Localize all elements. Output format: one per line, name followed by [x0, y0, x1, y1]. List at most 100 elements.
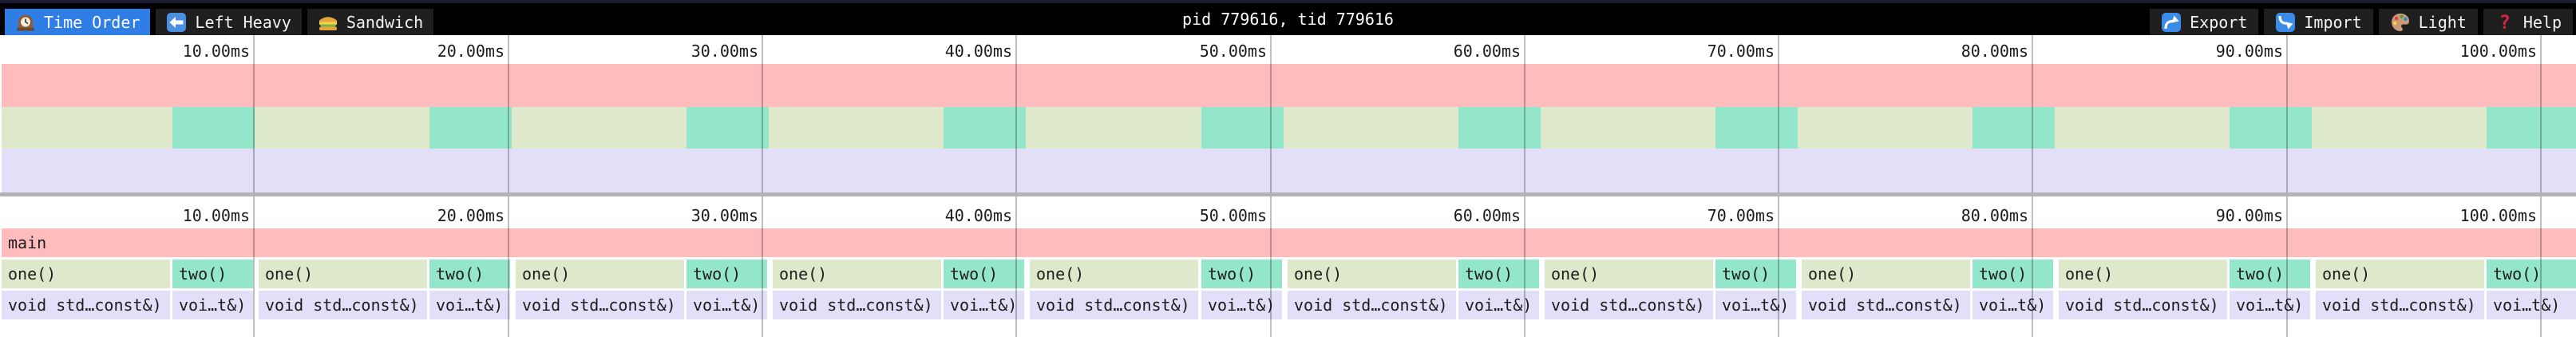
time-tick-label: 10.00ms	[182, 42, 250, 61]
gridline	[1524, 196, 1525, 337]
frame-two[interactable]: two()	[429, 260, 510, 288]
frame-voidone[interactable]: void std…const&)	[1802, 291, 1970, 319]
frame-two[interactable]: two()	[1201, 260, 1282, 288]
frame-voidtwo[interactable]: voi…t&)	[172, 291, 253, 319]
frame-one[interactable]: one()	[1288, 260, 1456, 288]
minimap[interactable]: 10.00ms 20.00ms 30.00ms 40.00ms 50.00ms 60.00…	[0, 35, 2576, 192]
frame-voidtwo[interactable]: voi…t&)	[2230, 291, 2310, 319]
frame-one[interactable]: one()	[259, 260, 427, 288]
frame-voidtwo[interactable]: voi…t&)	[1973, 291, 2053, 319]
gridline	[1778, 196, 1779, 337]
minimap-two-block	[687, 107, 769, 149]
frame-one[interactable]: one()	[1802, 260, 1970, 288]
tab-label: Sandwich	[346, 12, 424, 32]
minimap-two-block	[2230, 107, 2312, 149]
minimap-row-main	[2, 64, 2576, 107]
time-tick-label: 10.00ms	[182, 206, 250, 225]
frame-two[interactable]: two()	[172, 260, 253, 288]
frame-voidone[interactable]: void std…const&)	[2316, 291, 2484, 319]
button-label: Light	[2418, 12, 2467, 32]
minimap-row-one-two	[2, 107, 2576, 149]
time-tick-label: 80.00ms	[1961, 206, 2028, 225]
frame-two[interactable]: two()	[687, 260, 767, 288]
frame-two[interactable]: two()	[1458, 260, 1539, 288]
sandwich-icon	[318, 12, 338, 33]
flamechart-row-main: main	[0, 228, 2576, 257]
time-tick-label: 30.00ms	[690, 42, 758, 61]
time-tick-label: 90.00ms	[2215, 42, 2283, 61]
minimap-row-void	[2, 149, 2576, 192]
minimap-two-block	[2487, 107, 2576, 149]
frame-two[interactable]: two()	[944, 260, 1024, 288]
clock-icon	[15, 12, 36, 33]
frame-voidtwo[interactable]: voi…t&)	[1715, 291, 1796, 319]
frame-one[interactable]: one()	[1545, 260, 1713, 288]
frame-two[interactable]: two()	[2487, 260, 2576, 288]
time-tick-label: 20.00ms	[437, 42, 505, 61]
frame-one[interactable]: one()	[773, 260, 941, 288]
frame-one[interactable]: one()	[1030, 260, 1198, 288]
frame-voidone[interactable]: void std…const&)	[1288, 291, 1456, 319]
left-arrow-icon	[166, 12, 187, 33]
frame-voidone[interactable]: void std…const&)	[773, 291, 941, 319]
export-arrow-icon	[2161, 12, 2182, 33]
time-tick-label: 70.00ms	[1707, 206, 1775, 225]
frame-voidone[interactable]: void std…const&)	[1545, 291, 1713, 319]
tab-label: Time Order	[44, 12, 140, 32]
gridline	[1015, 35, 1017, 192]
frame-one[interactable]: one()	[2059, 260, 2227, 288]
gridline	[253, 196, 255, 337]
gridline	[2032, 196, 2033, 337]
tab-label: Left Heavy	[195, 12, 291, 32]
frame-voidtwo[interactable]: voi…t&)	[1201, 291, 1282, 319]
minimap-two-block	[1715, 107, 1798, 149]
time-tick-label: 40.00ms	[944, 42, 1012, 61]
flamechart-row-one-two: one() two() one() two() one() two() one() two()…	[0, 260, 2576, 288]
export-button[interactable]: Export	[2150, 9, 2259, 35]
frame-two[interactable]: two()	[1715, 260, 1796, 288]
frame-voidtwo[interactable]: voi…t&)	[2487, 291, 2576, 319]
minimap-two-block	[1201, 107, 1284, 149]
frame-two[interactable]: two()	[2230, 260, 2310, 288]
time-tick-label: 60.00ms	[1453, 206, 1521, 225]
help-button[interactable]: ? Help	[2483, 9, 2573, 35]
gridline	[508, 35, 509, 192]
tab-left-heavy[interactable]: Left Heavy	[156, 9, 302, 35]
frame-one[interactable]: one()	[2, 260, 170, 288]
frame-main[interactable]: main	[2, 228, 2576, 257]
frame-two[interactable]: two()	[1973, 260, 2053, 288]
button-label: Help	[2523, 12, 2562, 32]
frame-one[interactable]: one()	[516, 260, 684, 288]
gridline	[762, 196, 763, 337]
gridline	[2286, 35, 2288, 192]
time-tick-label: 80.00ms	[1961, 42, 2028, 61]
import-button[interactable]: Import	[2264, 9, 2373, 35]
frame-voidtwo[interactable]: voi…t&)	[687, 291, 767, 319]
tab-sandwich[interactable]: Sandwich	[307, 9, 434, 35]
frame-voidtwo[interactable]: voi…t&)	[429, 291, 510, 319]
time-tick-label: 50.00ms	[1199, 42, 1267, 61]
time-tick-label: 100.00ms	[2459, 206, 2537, 225]
frame-voidone[interactable]: void std…const&)	[2, 291, 170, 319]
gridline	[1524, 35, 1525, 192]
frame-voidone[interactable]: void std…const&)	[1030, 291, 1198, 319]
time-tick-label: 90.00ms	[2215, 206, 2283, 225]
frame-one[interactable]: one()	[2316, 260, 2484, 288]
frame-voidone[interactable]: void std…const&)	[259, 291, 427, 319]
flamechart[interactable]: main one() two() one() two() one() two() one()…	[0, 196, 2576, 337]
time-tick-label: 70.00ms	[1707, 42, 1775, 61]
light-button[interactable]: Light	[2378, 9, 2478, 35]
gridline	[762, 35, 763, 192]
frame-voidone[interactable]: void std…const&)	[2059, 291, 2227, 319]
gridline	[2540, 196, 2542, 337]
frame-voidtwo[interactable]: voi…t&)	[944, 291, 1024, 319]
tab-time-order[interactable]: Time Order	[5, 9, 151, 35]
minimap-two-block	[429, 107, 512, 149]
flamechart-row-void: void std…const&) voi…t&) void std…const&) v…	[0, 291, 2576, 319]
frame-voidone[interactable]: void std…const&)	[516, 291, 684, 319]
toolbar-buttons: Export Import Light ? Help	[2150, 3, 2573, 35]
frame-voidtwo[interactable]: voi…t&)	[1458, 291, 1539, 319]
time-tick-label: 40.00ms	[944, 206, 1012, 225]
gridline	[2540, 35, 2542, 192]
